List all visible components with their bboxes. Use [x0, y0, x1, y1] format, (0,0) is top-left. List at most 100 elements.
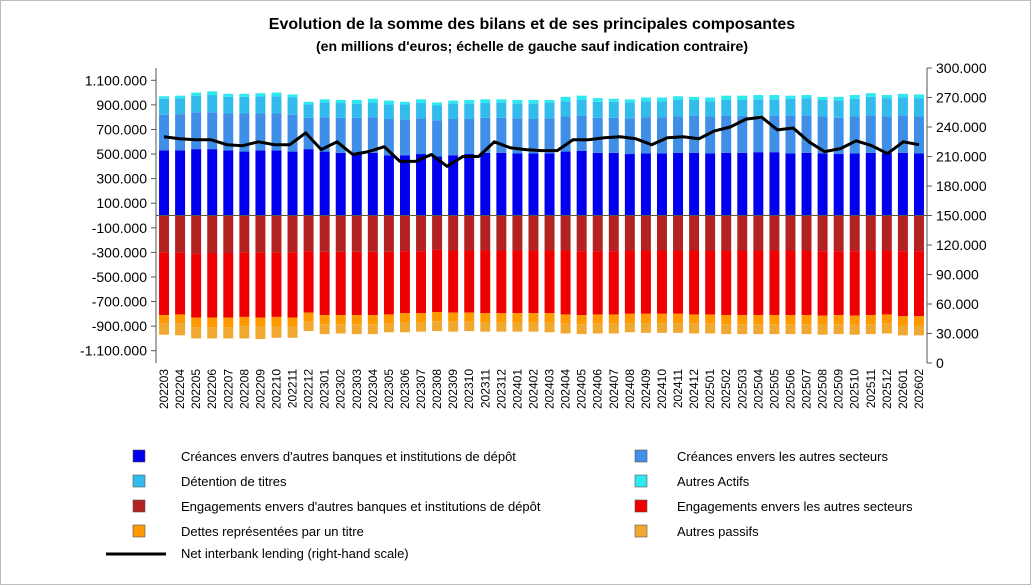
bar-s0-202308	[432, 156, 443, 216]
bar-s0-202302	[335, 152, 346, 216]
bar-s7-202302	[335, 324, 346, 334]
chart-subtitle: (en millions d'euros; échelle de gauche …	[316, 38, 748, 54]
bar-s2-202403	[544, 103, 555, 119]
legend-line-label: Net interbank lending (right-hand scale)	[181, 546, 409, 561]
x-tick-label: 202412	[687, 369, 701, 409]
bar-s2-202503	[737, 99, 748, 116]
bar-s3-202208	[239, 93, 250, 97]
x-tick-label: 202411	[671, 369, 685, 408]
x-tick-label: 202404	[559, 369, 573, 409]
bar-s0-202507	[801, 152, 812, 216]
bar-s4-202510	[849, 215, 860, 252]
bar-s6-202411	[673, 313, 684, 324]
bar-s3-202306	[399, 101, 410, 105]
legend: Créances envers d'autres banques et inst…	[106, 449, 913, 561]
bar-s7-202404	[560, 323, 571, 334]
legend-label: Détention de titres	[181, 474, 287, 489]
bar-s0-202406	[592, 152, 603, 216]
bar-s1-202602	[913, 116, 924, 154]
x-tick-label: 202205	[189, 369, 203, 409]
bar-s7-202508	[817, 324, 828, 335]
x-tick-label: 202505	[767, 369, 781, 409]
left-tick-label: -700.000	[92, 294, 147, 310]
left-tick-label: 700.000	[96, 121, 147, 137]
x-tick-label: 202305	[382, 369, 396, 409]
bar-s1-202307	[416, 118, 427, 155]
bar-s3-202205	[191, 92, 202, 96]
bar-s3-202503	[737, 95, 748, 100]
right-tick-label: 30.000	[936, 326, 979, 342]
bar-s3-202601	[897, 93, 908, 98]
x-tick-label: 202511	[864, 369, 878, 408]
bar-s7-202501	[705, 323, 716, 334]
bar-s6-202212	[303, 312, 314, 322]
bar-s4-202501	[705, 215, 716, 251]
legend-swatch	[634, 499, 648, 513]
bar-s2-202301	[319, 102, 330, 118]
bar-s7-202311	[480, 322, 491, 332]
bar-s7-202204	[175, 323, 186, 336]
bar-s6-202308	[432, 311, 443, 322]
bar-s5-202310	[464, 250, 475, 313]
bar-s7-202512	[881, 323, 892, 334]
bar-s1-202502	[721, 115, 732, 153]
bar-s3-202307	[416, 99, 427, 104]
bar-s2-202412	[689, 99, 700, 116]
bar-s6-202503	[737, 315, 748, 325]
x-tick-label: 202406	[591, 369, 605, 409]
bar-s6-202507	[801, 315, 812, 325]
bar-s6-202511	[865, 315, 876, 325]
bar-s4-202307	[416, 215, 427, 252]
bar-s3-202506	[785, 95, 796, 99]
bar-s5-202206	[207, 252, 218, 318]
bar-s0-202210	[271, 150, 282, 216]
right-tick-label: 180.000	[936, 178, 987, 194]
bar-s2-202204	[175, 98, 186, 115]
bar-s0-202209	[255, 150, 266, 216]
bar-s0-202312	[496, 152, 507, 216]
bar-s0-202504	[753, 152, 764, 216]
bar-s7-202405	[576, 324, 587, 335]
bar-s4-202306	[399, 215, 410, 252]
bar-s6-202403	[544, 313, 555, 323]
right-tick-label: 300.000	[936, 60, 987, 76]
axes-layer: 1.100.000 900.000 700.000 500.000 300.000 100…	[80, 60, 987, 371]
bar-s6-202410	[656, 313, 667, 324]
legend-swatch	[634, 449, 648, 463]
bar-s0-202306	[399, 155, 410, 216]
bar-s0-202304	[367, 152, 378, 216]
bar-s2-202501	[705, 101, 716, 117]
bar-s1-202309	[448, 119, 459, 156]
bar-s3-202405	[576, 95, 587, 100]
x-tick-label: 202410	[655, 369, 669, 409]
x-tick-label: 202206	[205, 369, 219, 409]
bar-s0-202505	[769, 152, 780, 216]
x-tick-label: 202403	[543, 369, 557, 409]
bar-s1-202312	[496, 117, 507, 153]
bar-s7-202212	[303, 321, 314, 332]
bar-s7-202309	[448, 321, 459, 332]
net-interbank-line	[163, 115, 920, 168]
bar-s4-202410	[656, 215, 667, 251]
bar-s6-202205	[191, 317, 202, 328]
bar-s5-202309	[448, 250, 459, 313]
bar-s0-202310	[464, 154, 475, 216]
left-tick-label: -500.000	[92, 269, 147, 285]
bar-s3-202303	[351, 99, 362, 104]
bar-s4-202301	[319, 215, 330, 252]
bar-s0-202207	[223, 150, 234, 216]
bar-s6-202303	[351, 315, 362, 325]
bar-s0-202309	[448, 155, 459, 216]
bar-s3-202304	[367, 98, 378, 103]
bar-s5-202403	[544, 250, 555, 314]
bar-s7-202412	[689, 323, 700, 334]
bar-s5-202305	[383, 251, 394, 315]
bar-s3-202410	[656, 97, 667, 102]
legend-label: Autres passifs	[677, 524, 759, 539]
bar-s2-202509	[833, 100, 844, 118]
bar-s5-202303	[351, 251, 362, 316]
bar-s7-202210	[271, 326, 282, 338]
bar-s1-202209	[255, 113, 266, 151]
bar-s6-202404	[560, 314, 571, 324]
bar-s2-202209	[255, 96, 266, 114]
